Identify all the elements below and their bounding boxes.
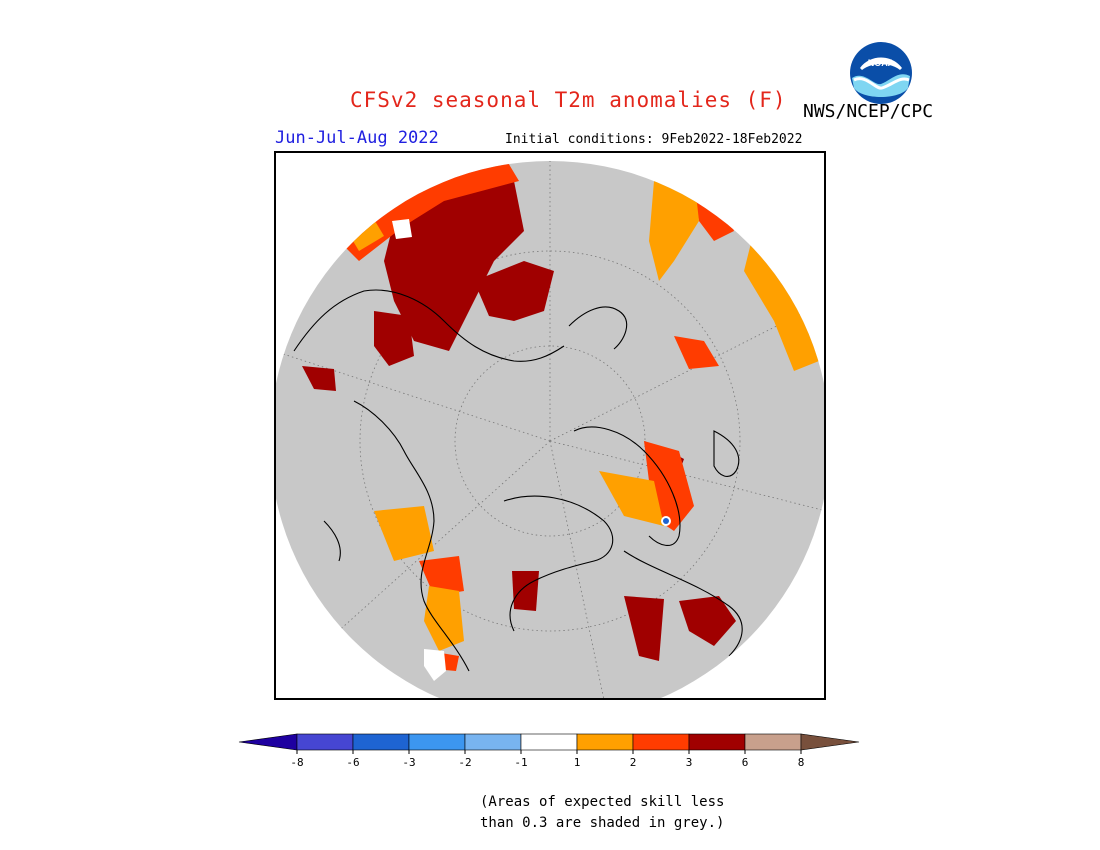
anomaly-region-middle-east xyxy=(419,556,464,596)
polar-map xyxy=(274,151,826,700)
coastline-greenland xyxy=(573,426,681,546)
anomaly-region-sahara xyxy=(374,506,434,561)
anomaly-minus1-to-1 xyxy=(392,219,446,681)
colorbar-tick-label: -6 xyxy=(346,756,359,769)
noaa-logo-text: NOAA xyxy=(868,58,895,68)
colorbar-tick-label: 8 xyxy=(798,756,805,769)
colorbar-tick-label: 3 xyxy=(686,756,693,769)
colorbar-tick-label: 2 xyxy=(630,756,637,769)
near-normal-region xyxy=(392,219,412,239)
anomaly-region-greenland-south xyxy=(599,471,664,526)
footnote-line-2: than 0.3 are shaded in grey.) xyxy=(480,815,725,831)
agency-label: NWS/NCEP/CPC xyxy=(803,101,934,122)
colorbar-bin xyxy=(520,733,578,751)
footnote-line-1: (Areas of expected skill less xyxy=(480,794,725,810)
noaa-logo-bird xyxy=(860,57,902,70)
initial-conditions-label: Initial conditions: 9Feb2022-18Feb2022 xyxy=(505,132,803,147)
colorbar-bin xyxy=(238,733,298,751)
coastline-arctic-islands xyxy=(568,306,628,350)
coastline-north-america xyxy=(623,550,743,657)
colorbar-bin xyxy=(800,733,860,751)
colorbar-tick-label: -2 xyxy=(458,756,471,769)
colorbar-bin xyxy=(688,733,746,751)
map-disc xyxy=(274,161,826,700)
season-label: Jun-Jul-Aug 2022 xyxy=(275,128,439,148)
coastlines xyxy=(293,289,743,672)
anomaly-region-us-east xyxy=(679,596,736,646)
anomaly-region-bering xyxy=(674,336,719,369)
colorbar-bin xyxy=(632,733,690,751)
colorbar-bin xyxy=(744,733,802,751)
colorbar-bin xyxy=(408,733,466,751)
colorbar-tick-label: 6 xyxy=(742,756,749,769)
coastline-mediterranean xyxy=(323,520,341,562)
footnote: (Areas of expected skill less than 0.3 a… xyxy=(480,792,724,834)
colorbar-tick-label: 1 xyxy=(574,756,581,769)
colorbar-bins xyxy=(238,733,860,751)
coastline-canada xyxy=(503,495,614,632)
coastline-eurasia xyxy=(293,289,565,362)
anomaly-region-kazakhstan xyxy=(374,311,414,366)
point-marker xyxy=(663,518,669,524)
colorbar-tick-label: -8 xyxy=(290,756,303,769)
colorbar-bin xyxy=(352,733,410,751)
anomaly-region-north-africa xyxy=(302,366,336,391)
anomaly-region-canada xyxy=(512,571,539,611)
anomaly-region-red-sea xyxy=(424,586,464,651)
coastline-europe-africa xyxy=(353,400,470,672)
colorbar-bin xyxy=(296,733,354,751)
anomaly-region-scandinavia xyxy=(344,161,519,261)
anomaly-region-russia xyxy=(384,181,524,351)
anomaly-region-us-west xyxy=(624,596,664,661)
anomaly-3-to-6 xyxy=(302,181,736,661)
colorbar: -8 -6 -3 -2 -1 1 2 3 6 8 xyxy=(238,733,860,769)
colorbar-tick-label: -3 xyxy=(402,756,415,769)
coastline-island xyxy=(713,430,740,477)
map-border xyxy=(274,151,826,700)
anomaly-region-canada-arctic xyxy=(744,231,819,371)
colorbar-ticks: -8 -6 -3 -2 -1 1 2 3 6 8 xyxy=(290,750,804,769)
meridian-line xyxy=(274,350,551,442)
noaa-logo: NOAA xyxy=(850,42,912,104)
anomaly-region-alaska-west xyxy=(649,176,699,281)
anomaly-region-siberia xyxy=(474,261,554,321)
meridian-line xyxy=(293,440,551,672)
noaa-logo-wave-line xyxy=(853,77,910,90)
figure-title: CFSv2 seasonal T2m anomalies (F) xyxy=(350,88,787,112)
latitude-circle xyxy=(359,250,741,632)
colorbar-bin xyxy=(576,733,634,751)
near-normal-region xyxy=(424,649,446,681)
colorbar-bin xyxy=(464,733,522,751)
colorbar-tick-label: -1 xyxy=(514,756,527,769)
